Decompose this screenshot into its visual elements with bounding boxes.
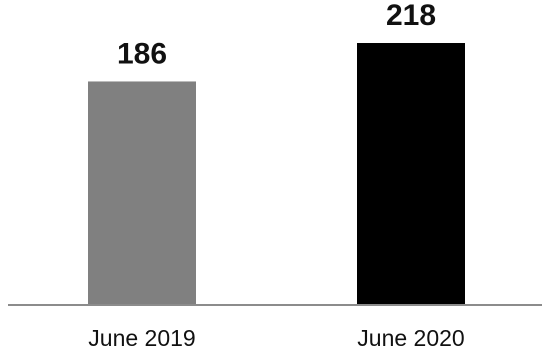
data-labels: 186 218	[117, 0, 436, 70]
data-label-june-2020: 218	[386, 0, 436, 32]
bar-june-2020	[357, 43, 465, 305]
x-tick-label-june-2019: June 2019	[88, 325, 195, 351]
bar-june-2019	[88, 81, 196, 305]
bars	[88, 43, 465, 305]
x-tick-label-june-2020: June 2020	[357, 325, 464, 351]
x-tick-labels: June 2019 June 2020	[88, 325, 464, 351]
data-label-june-2019: 186	[117, 37, 167, 70]
